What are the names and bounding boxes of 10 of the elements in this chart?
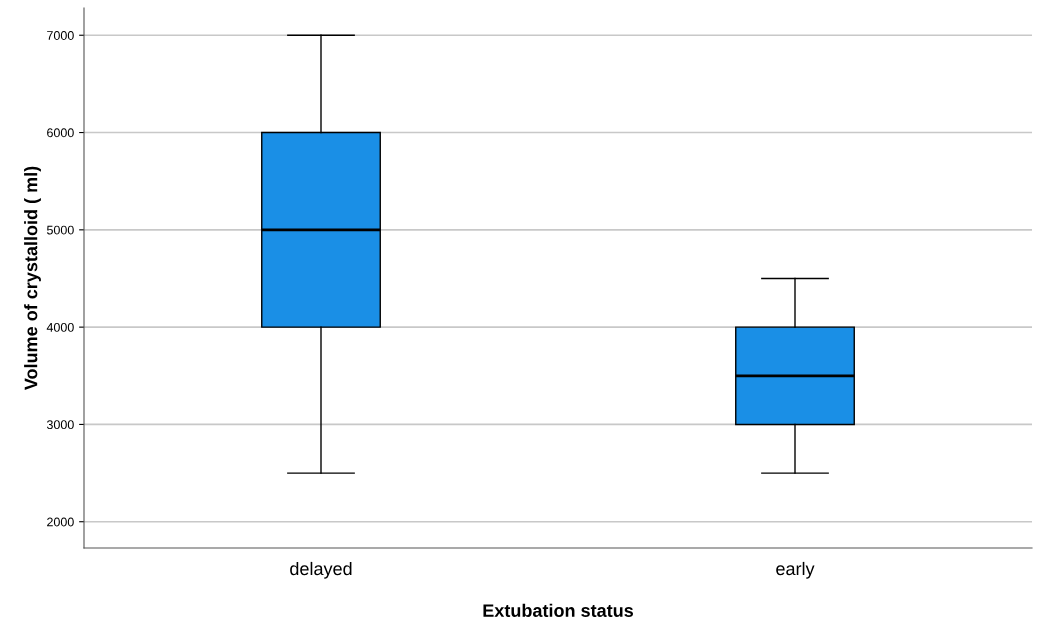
x-axis-title: Extubation status [483, 603, 634, 617]
y-axis-title: Volume of crystalloid ( ml) [24, 166, 41, 391]
x-tick-label: delayed [290, 561, 352, 579]
y-tick-label: 3000 [46, 420, 74, 430]
y-tick-label: 6000 [47, 128, 74, 138]
y-tick-label: 4000 [46, 322, 74, 332]
y-tick-label: 2000 [47, 517, 74, 527]
x-tick-label: early [776, 561, 815, 579]
y-tick-label: 5000 [46, 225, 74, 235]
y-tick-label: 7000 [47, 31, 74, 40]
